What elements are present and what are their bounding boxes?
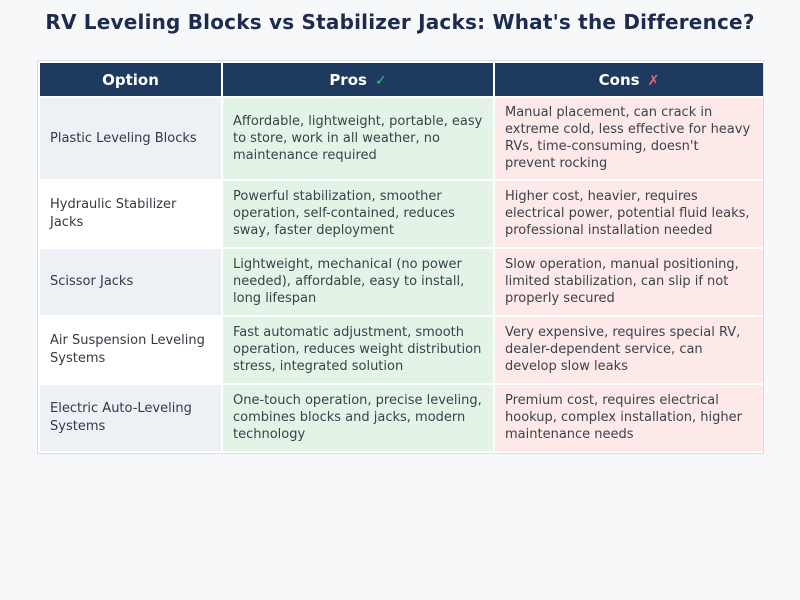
cons-cell: Premium cost, requires electrical hookup… bbox=[495, 384, 763, 451]
cross-icon: ✗ bbox=[647, 72, 660, 89]
column-header-option-label: Option bbox=[102, 70, 159, 89]
column-header-cons: Cons ✗ bbox=[495, 63, 763, 96]
cons-cell: Slow operation, manual positioning, limi… bbox=[495, 248, 763, 315]
option-cell: Hydraulic Stabilizer Jacks bbox=[40, 180, 221, 247]
check-icon: ✓ bbox=[374, 72, 387, 89]
table-header-row: Option Pros ✓ Cons ✗ bbox=[40, 63, 763, 96]
comparison-table: Option Pros ✓ Cons ✗ Plastic Leveling Bloc… bbox=[37, 60, 764, 454]
pros-cell: Fast automatic adjustment, smooth operat… bbox=[223, 316, 493, 383]
column-header-pros: Pros ✓ bbox=[223, 63, 493, 96]
pros-cell: Affordable, lightweight, portable, easy … bbox=[223, 98, 493, 179]
pros-cell: Lightweight, mechanical (no power needed… bbox=[223, 248, 493, 315]
table-row: Plastic Leveling Blocks Affordable, light… bbox=[40, 98, 763, 179]
option-cell: Scissor Jacks bbox=[40, 248, 221, 315]
table-row: Air Suspension Leveling Systems Fast auto… bbox=[40, 316, 763, 383]
column-header-pros-label: Pros bbox=[329, 70, 367, 89]
table-body: Plastic Leveling Blocks Affordable, light… bbox=[40, 98, 763, 451]
option-cell: Electric Auto-Leveling Systems bbox=[40, 384, 221, 451]
pros-cell: One-touch operation, precise leveling, c… bbox=[223, 384, 493, 451]
cons-cell: Higher cost, heavier, requires electrica… bbox=[495, 180, 763, 247]
column-header-option: Option bbox=[40, 63, 221, 96]
table-row: Electric Auto-Leveling Systems One-touch … bbox=[40, 384, 763, 451]
cons-cell: Manual placement, can crack in extreme c… bbox=[495, 98, 763, 179]
table-row: Scissor Jacks Lightweight, mechanical (no… bbox=[40, 248, 763, 315]
page-title: RV Leveling Blocks vs Stabilizer Jacks: … bbox=[45, 10, 755, 34]
column-header-cons-label: Cons bbox=[598, 70, 640, 89]
cons-cell: Very expensive, requires special RV, dea… bbox=[495, 316, 763, 383]
option-cell: Air Suspension Leveling Systems bbox=[40, 316, 221, 383]
option-cell: Plastic Leveling Blocks bbox=[40, 98, 221, 179]
pros-cell: Powerful stabilization, smoother operati… bbox=[223, 180, 493, 247]
table-row: Hydraulic Stabilizer Jacks Powerful stabi… bbox=[40, 180, 763, 247]
